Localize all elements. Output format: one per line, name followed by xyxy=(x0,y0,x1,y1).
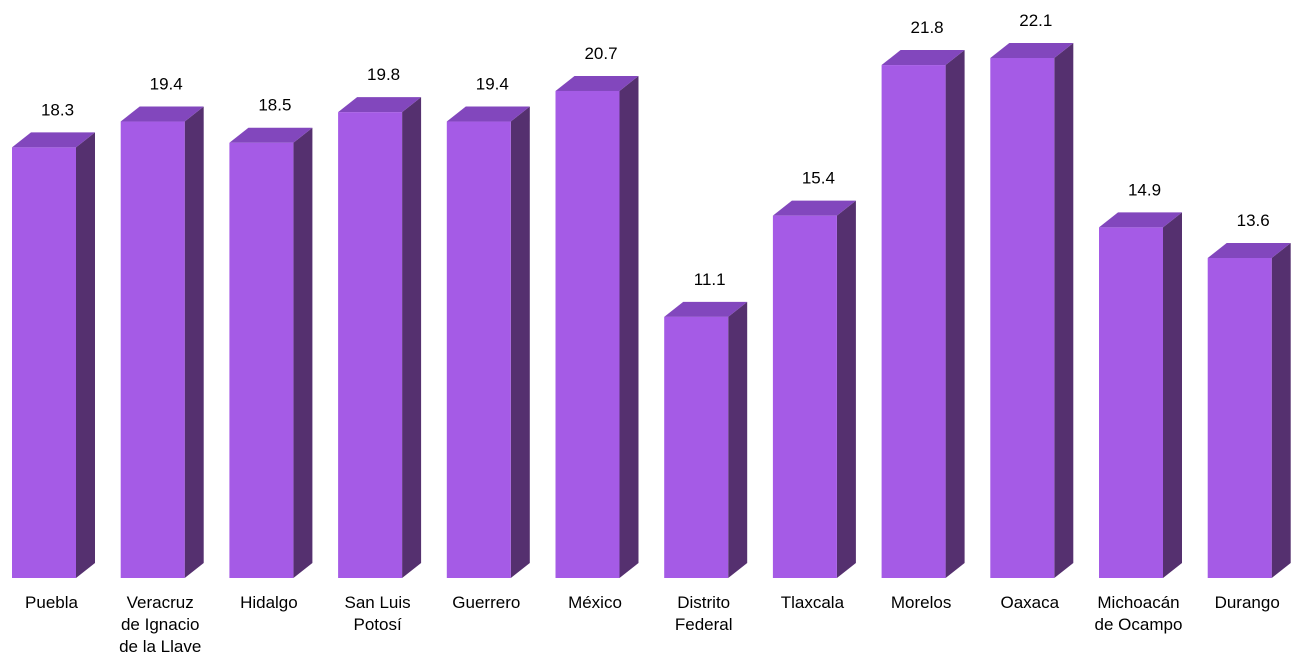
bar-side xyxy=(402,97,422,578)
bar-top xyxy=(772,200,856,216)
bar-top xyxy=(120,106,204,122)
bar-top xyxy=(555,75,639,91)
bar-side xyxy=(76,132,95,579)
category-label-line: Guerrero xyxy=(452,593,520,612)
bar-side xyxy=(728,301,748,578)
category-label: Veracruz de Ignacio de la Llave xyxy=(119,593,201,656)
bar-side xyxy=(1163,212,1182,579)
category-label-line: de la Llave xyxy=(119,637,201,656)
data-label: 13.6 xyxy=(1237,211,1270,230)
bar-side xyxy=(836,200,856,578)
data-label: 21.8 xyxy=(911,18,944,37)
category-label-line: Morelos xyxy=(891,593,951,612)
category-label: Michoacán de Ocampo xyxy=(1095,593,1183,634)
bar-top xyxy=(229,127,313,143)
category-label-line: Potosí xyxy=(353,615,401,634)
bar-top xyxy=(1207,243,1291,258)
category-label-line: Tlaxcala xyxy=(781,593,845,612)
bar-group: 18.5 Hidalgo xyxy=(229,96,313,612)
category-label: Tlaxcala xyxy=(781,593,845,612)
data-label: 19.8 xyxy=(367,65,400,84)
bar xyxy=(772,215,837,578)
bar-side xyxy=(1271,243,1291,578)
bar-group: 14.9 Michoacán de Ocampo xyxy=(1095,180,1183,634)
bar-group: 19.4 Veracruz de Ignacio de la Llave xyxy=(119,75,204,656)
bar-side xyxy=(510,106,530,578)
bar xyxy=(990,58,1055,578)
bar-group: 15.4 Tlaxcala xyxy=(772,169,856,612)
data-label: 19.4 xyxy=(476,75,509,94)
category-label: Guerrero xyxy=(452,593,520,612)
bar-top xyxy=(881,50,965,66)
data-label: 20.7 xyxy=(584,44,617,63)
bar xyxy=(120,121,185,578)
category-label-line: Federal xyxy=(675,615,733,634)
bar-top xyxy=(446,106,530,122)
data-label: 15.4 xyxy=(802,169,835,188)
bar-top xyxy=(664,301,748,317)
category-label: Oaxaca xyxy=(1001,593,1060,612)
category-label: Puebla xyxy=(25,593,78,612)
data-label: 22.1 xyxy=(1019,11,1052,30)
data-label: 11.1 xyxy=(694,270,726,289)
bar-top xyxy=(990,43,1074,58)
bar xyxy=(881,65,946,578)
bar-top xyxy=(12,132,95,148)
data-label: 18.5 xyxy=(258,96,291,115)
bar-group: 11.1 Distrito Federal xyxy=(664,270,748,634)
bar-top xyxy=(338,97,422,113)
bar-side xyxy=(293,127,313,579)
category-label-line: Durango xyxy=(1215,593,1280,612)
bar xyxy=(229,142,294,579)
category-label-line: Veracruz xyxy=(127,593,194,612)
bar-side xyxy=(184,106,204,578)
category-label-line: San Luis xyxy=(345,593,411,612)
category-label-line: de Ignacio xyxy=(121,615,199,634)
bar-side xyxy=(619,75,639,579)
bar-group: 18.3 Puebla xyxy=(12,100,95,612)
bar-side xyxy=(945,50,965,578)
bar xyxy=(555,90,620,579)
bar-group: 13.6 Durango xyxy=(1207,211,1291,612)
category-label-line: de Ocampo xyxy=(1095,615,1183,634)
bar-top xyxy=(1099,212,1182,228)
category-label-line: Michoacán xyxy=(1097,593,1179,612)
bar xyxy=(1099,227,1163,579)
category-label: San Luis Potosí xyxy=(345,593,411,634)
data-label: 14.9 xyxy=(1128,180,1161,199)
category-label: Durango xyxy=(1215,593,1280,612)
bar-group: 19.4 Guerrero xyxy=(446,75,530,612)
bar-group: 20.7 México xyxy=(555,44,639,612)
category-label: Morelos xyxy=(891,593,951,612)
category-label-line: Distrito xyxy=(677,593,730,612)
bar-group: 21.8 Morelos xyxy=(881,18,965,612)
bar-group: 22.1 Oaxaca xyxy=(990,11,1074,612)
bar-side xyxy=(1054,43,1074,578)
bar xyxy=(1207,258,1272,578)
category-label-line: Hidalgo xyxy=(240,593,298,612)
category-label-line: Oaxaca xyxy=(1001,593,1060,612)
bar xyxy=(338,112,403,578)
bar xyxy=(446,121,511,578)
bar xyxy=(664,316,729,578)
data-label: 18.3 xyxy=(41,100,74,119)
category-label-line: México xyxy=(568,593,622,612)
bar-group: 19.8 San Luis Potosí xyxy=(338,65,422,634)
category-label-line: Puebla xyxy=(25,593,78,612)
category-label: Distrito Federal xyxy=(675,593,733,634)
category-label: Hidalgo xyxy=(240,593,298,612)
category-label: México xyxy=(568,593,622,612)
bar xyxy=(12,147,76,579)
data-label: 19.4 xyxy=(150,75,183,94)
